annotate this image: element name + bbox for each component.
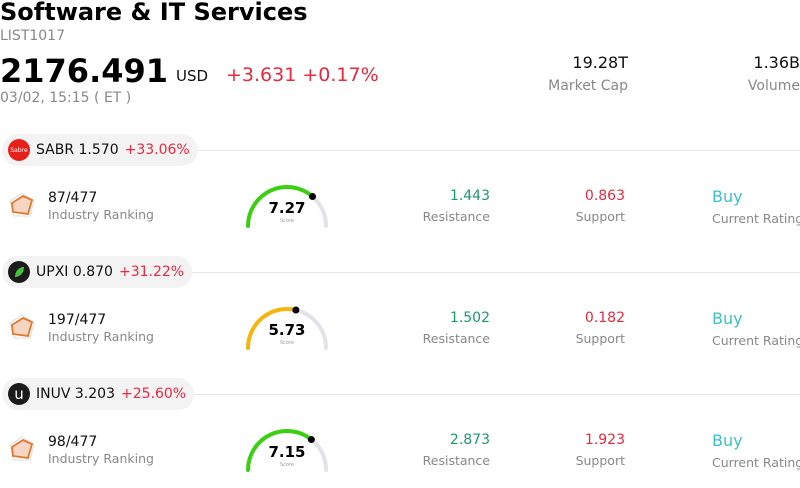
score-value: 5.73 bbox=[268, 321, 306, 339]
resistance-value: 1.502 bbox=[449, 310, 490, 326]
page-title: Software & IT Services bbox=[0, 0, 308, 26]
industry-ranking-label: Industry Ranking bbox=[48, 451, 154, 466]
section-divider bbox=[190, 394, 800, 395]
score-label: Score bbox=[279, 462, 294, 468]
volume-value: 1.36B bbox=[753, 53, 800, 72]
stock-price: 3.203 bbox=[74, 386, 115, 402]
stock-change: +33.06% bbox=[124, 142, 190, 158]
rating-label: Current Rating bbox=[712, 211, 800, 226]
market-cap-value: 19.28T bbox=[572, 53, 628, 72]
stock-price: 0.870 bbox=[72, 264, 113, 280]
resistance-label: Resistance bbox=[422, 209, 490, 224]
rating-value[interactable]: Buy bbox=[712, 431, 743, 450]
score-label: Score bbox=[279, 340, 294, 346]
company-logo: u bbox=[8, 383, 30, 405]
stock-price: 1.570 bbox=[78, 142, 119, 158]
rating-value[interactable]: Buy bbox=[712, 309, 743, 328]
timestamp: 03/02, 15:15 ( ET ) bbox=[0, 90, 132, 106]
stock-chip[interactable]: UPXI 0.870 +31.22% bbox=[2, 256, 193, 288]
ticker: INUV bbox=[36, 386, 71, 402]
ticker: SABR bbox=[36, 142, 75, 158]
ranking-icon bbox=[7, 434, 37, 468]
rating-value[interactable]: Buy bbox=[712, 187, 743, 206]
stock-change: +25.60% bbox=[120, 386, 187, 402]
support-label: Support bbox=[575, 453, 625, 468]
ticker: UPXI bbox=[36, 264, 69, 280]
support-label: Support bbox=[575, 331, 625, 346]
support-value: 0.863 bbox=[584, 188, 625, 204]
industry-ranking-value: 197/477 bbox=[48, 312, 107, 328]
score-value: 7.27 bbox=[268, 199, 306, 217]
company-logo bbox=[8, 261, 30, 283]
resistance-value: 1.443 bbox=[449, 188, 490, 204]
support-label: Support bbox=[575, 209, 625, 224]
stock-change: +31.22% bbox=[118, 264, 185, 280]
section-divider bbox=[190, 272, 800, 273]
score-gauge bbox=[242, 180, 332, 240]
industry-ranking-label: Industry Ranking bbox=[48, 329, 154, 344]
score-gauge bbox=[242, 424, 332, 484]
support-value: 0.182 bbox=[584, 310, 625, 326]
score-gauge bbox=[242, 302, 332, 362]
volume-label: Volume bbox=[747, 78, 800, 94]
stock-chip[interactable]: u INUV 3.203 +25.60% bbox=[2, 378, 195, 410]
resistance-label: Resistance bbox=[422, 331, 490, 346]
company-logo: Sabre bbox=[8, 139, 30, 161]
industry-ranking-value: 98/477 bbox=[48, 434, 98, 450]
rating-label: Current Rating bbox=[712, 333, 800, 348]
resistance-label: Resistance bbox=[422, 453, 490, 468]
industry-ranking-value: 87/477 bbox=[48, 190, 98, 206]
currency-label: USD bbox=[176, 67, 209, 85]
index-price: 2176.491 bbox=[0, 52, 169, 90]
rating-label: Current Rating bbox=[712, 455, 800, 470]
price-change: +3.631 +0.17% bbox=[226, 64, 379, 86]
support-value: 1.923 bbox=[584, 432, 625, 448]
stock-chip[interactable]: Sabre SABR 1.570 +33.06% bbox=[2, 134, 198, 166]
index-code: LIST1017 bbox=[0, 28, 65, 44]
resistance-value: 2.873 bbox=[449, 432, 490, 448]
industry-ranking-label: Industry Ranking bbox=[48, 207, 154, 222]
score-value: 7.15 bbox=[268, 443, 306, 461]
ranking-icon bbox=[7, 190, 37, 224]
market-cap-label: Market Cap bbox=[548, 78, 628, 94]
score-label: Score bbox=[279, 218, 294, 224]
section-divider bbox=[190, 150, 800, 151]
ranking-icon bbox=[7, 312, 37, 346]
